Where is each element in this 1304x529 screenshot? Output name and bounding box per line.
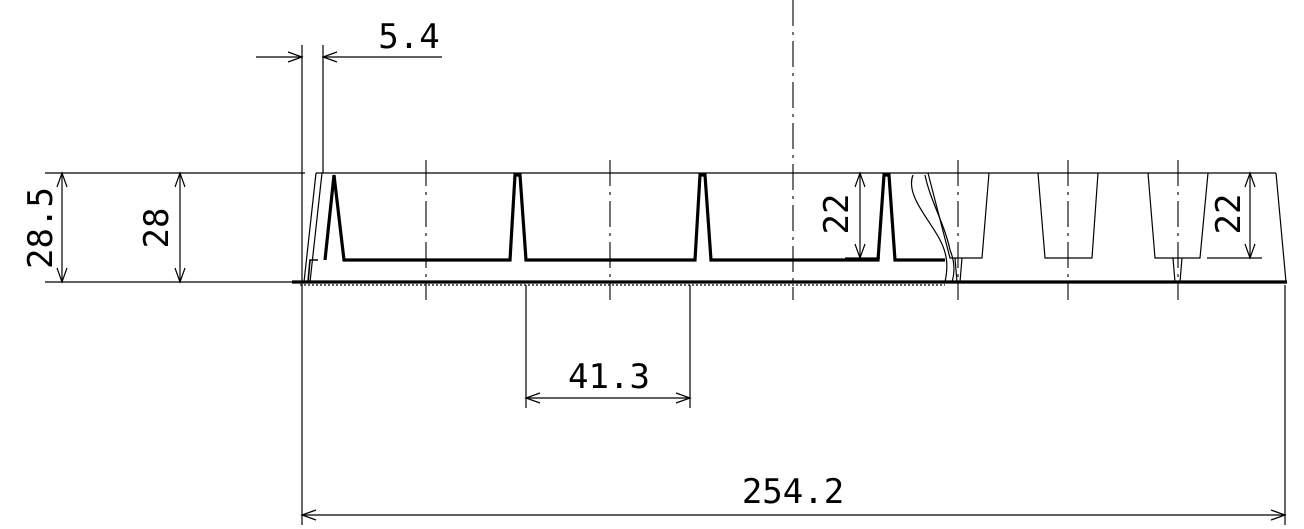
total-height-label: 28.5 <box>21 187 61 269</box>
dimension-lines <box>56 51 1287 521</box>
center-lines <box>425 0 1179 300</box>
overall-length-label: 254.2 <box>742 472 844 512</box>
cell-pitch-label: 41.3 <box>568 357 650 397</box>
tray-profile <box>292 172 1287 286</box>
cell-depth-right-label: 22 <box>1209 194 1249 235</box>
body-height-label: 28 <box>137 208 177 249</box>
wall-offset-label: 5.4 <box>378 17 439 57</box>
extension-lines <box>45 45 1286 525</box>
cell-depth-left-label: 22 <box>817 194 857 235</box>
